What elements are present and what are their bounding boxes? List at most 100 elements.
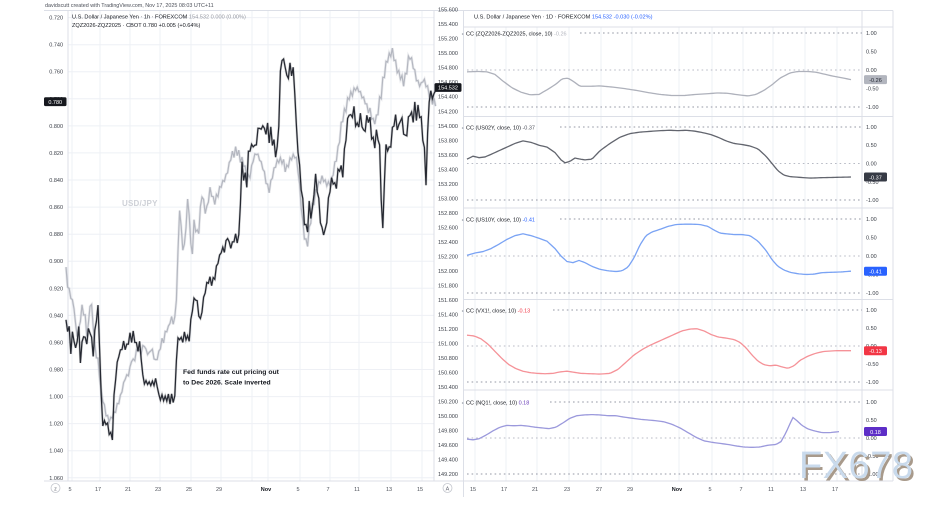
svg-text:149.400: 149.400 <box>438 458 458 464</box>
svg-text:155.200: 155.200 <box>438 37 458 43</box>
svg-text:0.860: 0.860 <box>49 205 63 211</box>
svg-text:0.920: 0.920 <box>49 286 63 292</box>
svg-text:152.800: 152.800 <box>438 211 458 217</box>
svg-text:CC (ZQZ2026-ZQZ2025, close, 10: CC (ZQZ2026-ZQZ2025, close, 10) -0.26 <box>466 32 567 38</box>
svg-text:150.000: 150.000 <box>438 414 458 420</box>
svg-text:FX678: FX678 <box>801 447 915 489</box>
svg-text:1.020: 1.020 <box>49 422 63 428</box>
svg-text:17: 17 <box>95 487 101 493</box>
svg-text:0.18: 0.18 <box>870 430 881 436</box>
svg-text:0.00: 0.00 <box>866 254 877 260</box>
svg-text:150.200: 150.200 <box>438 400 458 406</box>
svg-text:FX678: FX678 <box>799 445 913 487</box>
svg-text:0.800: 0.800 <box>49 124 63 130</box>
svg-text:-1.00: -1.00 <box>866 472 879 478</box>
svg-text:0.820: 0.820 <box>49 151 63 157</box>
svg-text:15: 15 <box>417 487 423 493</box>
svg-text:0.960: 0.960 <box>49 340 63 346</box>
svg-text:7: 7 <box>326 487 329 493</box>
svg-text:153.000: 153.000 <box>438 196 458 202</box>
svg-text:29: 29 <box>216 487 222 493</box>
svg-text:-0.37: -0.37 <box>869 176 882 182</box>
svg-text:1.060: 1.060 <box>49 476 63 482</box>
svg-text:23: 23 <box>155 487 161 493</box>
svg-text:150.800: 150.800 <box>438 356 458 362</box>
svg-text:0.720: 0.720 <box>49 16 63 22</box>
svg-text:-0.50: -0.50 <box>866 180 879 186</box>
svg-text:13: 13 <box>386 487 392 493</box>
svg-text:149.600: 149.600 <box>438 443 458 449</box>
svg-text:13: 13 <box>800 487 806 493</box>
svg-text:27: 27 <box>596 487 602 493</box>
svg-text:0.880: 0.880 <box>49 232 63 238</box>
svg-text:150.600: 150.600 <box>438 370 458 376</box>
svg-text:149.200: 149.200 <box>438 472 458 478</box>
svg-text:A: A <box>446 486 450 492</box>
svg-text:21: 21 <box>125 487 131 493</box>
svg-text:to Dec 2026. Scale inverted: to Dec 2026. Scale inverted <box>183 380 271 387</box>
svg-text:-0.26: -0.26 <box>869 78 882 84</box>
svg-text:0.50: 0.50 <box>866 418 877 424</box>
svg-text:152.600: 152.600 <box>438 225 458 231</box>
svg-text:152.200: 152.200 <box>438 254 458 260</box>
svg-text:0.50: 0.50 <box>866 143 877 149</box>
svg-text:29: 29 <box>627 487 633 493</box>
svg-text:1.000: 1.000 <box>49 395 63 401</box>
svg-text:0.00: 0.00 <box>866 436 877 442</box>
svg-text:17: 17 <box>501 487 507 493</box>
svg-text:5: 5 <box>708 487 711 493</box>
svg-text:Fed funds rate cut pricing out: Fed funds rate cut pricing out <box>183 369 280 376</box>
svg-text:150.400: 150.400 <box>438 385 458 391</box>
svg-text:-1.00: -1.00 <box>866 198 879 204</box>
svg-text:154.800: 154.800 <box>438 66 458 72</box>
svg-text:U.S. Dollar / Japanese Yen · 1: U.S. Dollar / Japanese Yen · 1D · FOREXC… <box>474 15 653 21</box>
svg-text:5: 5 <box>296 487 299 493</box>
svg-text:-0.41: -0.41 <box>869 270 882 276</box>
svg-text:0.840: 0.840 <box>49 178 63 184</box>
svg-text:5: 5 <box>68 487 71 493</box>
svg-text:-0.50: -0.50 <box>866 454 879 460</box>
svg-text:23: 23 <box>564 487 570 493</box>
svg-text:0.00: 0.00 <box>866 162 877 168</box>
svg-text:0.50: 0.50 <box>866 50 877 56</box>
svg-text:1.00: 1.00 <box>866 125 877 131</box>
svg-text:z: z <box>54 486 57 492</box>
svg-text:0.780: 0.780 <box>48 100 62 106</box>
svg-text:-1.00: -1.00 <box>866 291 879 297</box>
svg-text:21: 21 <box>532 487 538 493</box>
svg-text:CC (NQ1!, close, 10) 0.18: CC (NQ1!, close, 10) 0.18 <box>466 401 529 407</box>
svg-text:0.940: 0.940 <box>49 313 63 319</box>
svg-text:davidscutt created with Tradin: davidscutt created with TradingView.com,… <box>45 3 214 9</box>
svg-text:0.00: 0.00 <box>866 68 877 74</box>
svg-text:155.000: 155.000 <box>438 51 458 57</box>
svg-text:-0.50: -0.50 <box>866 362 879 368</box>
svg-text:0.760: 0.760 <box>49 70 63 76</box>
svg-text:0.50: 0.50 <box>866 326 877 332</box>
svg-text:0.740: 0.740 <box>49 43 63 49</box>
svg-text:U.S. Dollar / Japanese Yen · 1: U.S. Dollar / Japanese Yen · 1h · FOREXC… <box>72 15 246 21</box>
svg-text:1.00: 1.00 <box>866 217 877 223</box>
svg-text:149.800: 149.800 <box>438 429 458 435</box>
svg-text:153.400: 153.400 <box>438 167 458 173</box>
svg-text:7: 7 <box>739 487 742 493</box>
svg-text:151.200: 151.200 <box>438 327 458 333</box>
svg-text:0.900: 0.900 <box>49 259 63 265</box>
svg-text:17: 17 <box>832 487 838 493</box>
svg-text:154.000: 154.000 <box>438 124 458 130</box>
svg-text:0.980: 0.980 <box>49 368 63 374</box>
svg-text:-0.50: -0.50 <box>866 87 879 93</box>
svg-text:1.00: 1.00 <box>866 31 877 37</box>
svg-text:1.00: 1.00 <box>866 400 877 406</box>
svg-text:CC (VX1!, close, 10) -0.13: CC (VX1!, close, 10) -0.13 <box>466 309 530 315</box>
svg-text:11: 11 <box>768 487 774 493</box>
svg-text:155.400: 155.400 <box>438 22 458 28</box>
svg-text:ZQZ2026-ZQZ2025 · CBOT 0.780: ZQZ2026-ZQZ2025 · CBOT 0.780 +0.005 (+0.… <box>72 23 200 29</box>
svg-text:0.50: 0.50 <box>866 236 877 242</box>
svg-text:151.000: 151.000 <box>438 341 458 347</box>
svg-text:155.600: 155.600 <box>438 8 458 14</box>
svg-text:152.000: 152.000 <box>438 269 458 275</box>
svg-text:CC (US10Y, close, 10) -0.41: CC (US10Y, close, 10) -0.41 <box>466 218 535 224</box>
svg-text:15: 15 <box>470 487 476 493</box>
svg-text:152.400: 152.400 <box>438 240 458 246</box>
svg-text:1.00: 1.00 <box>866 308 877 314</box>
